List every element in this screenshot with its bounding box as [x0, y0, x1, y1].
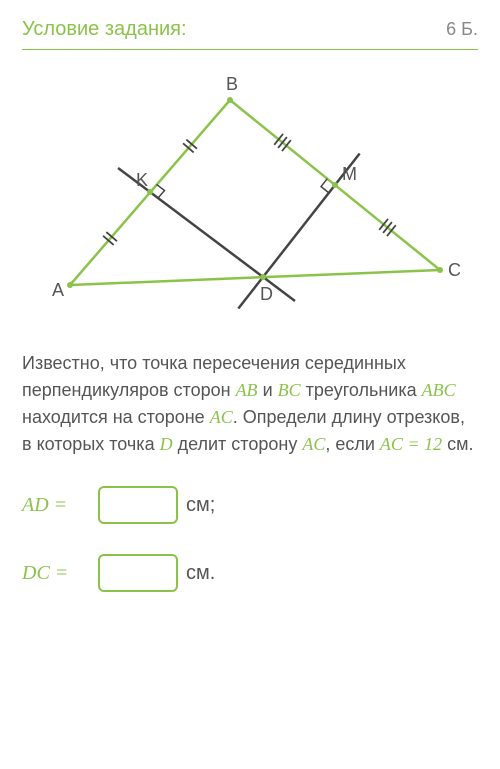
task-title: Условие задания: [22, 18, 187, 41]
svg-text:B: B [226, 74, 238, 94]
answer-input-AD[interactable] [98, 486, 178, 524]
task-header: Условие задания: 6 Б. [22, 18, 478, 50]
var-AC-eq: AC = 12 [380, 434, 442, 454]
var-AB: AB [236, 380, 258, 400]
var-D: D [160, 434, 173, 454]
text-fragment: и [258, 380, 278, 400]
svg-text:M: M [342, 164, 357, 184]
text-fragment: делит сторону [173, 434, 303, 454]
svg-text:C: C [448, 260, 460, 280]
text-fragment: находится на стороне [22, 407, 210, 427]
answer-row-AD: AD = см; [22, 486, 478, 524]
answer-input-DC[interactable] [98, 554, 178, 592]
var-ABC: ABC [422, 380, 456, 400]
answer-unit-DC: см. [186, 562, 215, 585]
problem-text: Известно, что точка пересечения серединн… [22, 350, 478, 458]
var-AC: AC [210, 407, 233, 427]
triangle-diagram: A B C D K M [40, 70, 460, 330]
answer-row-DC: DC = см. [22, 554, 478, 592]
text-fragment: см. [442, 434, 473, 454]
answer-label-DC: DC = [22, 562, 82, 585]
svg-text:K: K [136, 170, 148, 190]
text-fragment: , если [325, 434, 380, 454]
var-AC2: AC [302, 434, 325, 454]
svg-text:D: D [260, 284, 273, 304]
task-points: 6 Б. [446, 19, 478, 40]
text-fragment: треугольника [301, 380, 422, 400]
answer-unit-AD: см; [186, 494, 215, 517]
var-BC: BC [278, 380, 301, 400]
answer-label-AD: AD = [22, 494, 82, 517]
svg-text:A: A [52, 280, 64, 300]
